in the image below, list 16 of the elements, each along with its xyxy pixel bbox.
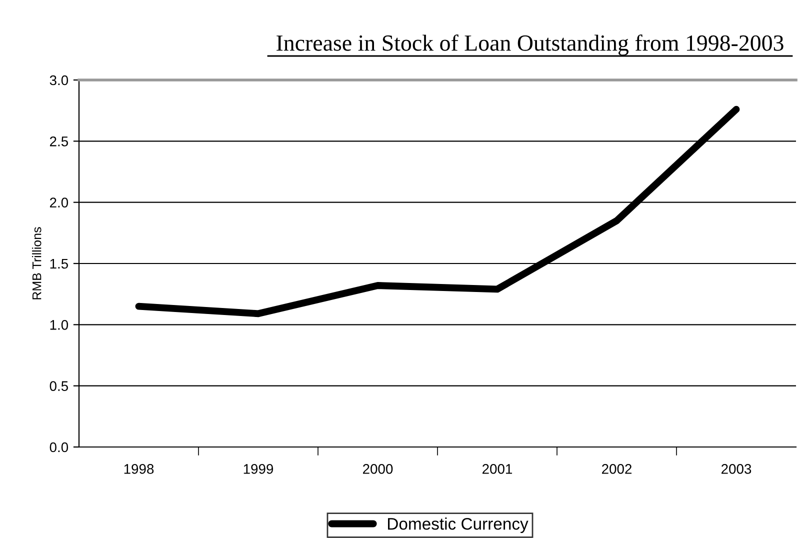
x-tick-label: 1998	[124, 464, 154, 474]
y-tick-label: 0.5	[50, 381, 68, 392]
y-tick-label: 2.0	[50, 198, 68, 208]
y-axis-title: RMB Trillions	[32, 227, 42, 300]
y-tick-label: 0.0	[50, 442, 68, 452]
chart-title: Increase in Stock of Loan Outstanding from 1998-2003	[276, 34, 784, 56]
x-tick-label: 2000	[363, 464, 393, 474]
x-tick-label: 2003	[722, 464, 752, 474]
y-tick-label: 3.0	[50, 75, 68, 86]
x-tick-label: 2002	[602, 464, 632, 474]
x-tick-label: 2001	[482, 464, 512, 474]
y-tick-label: 1.5	[50, 258, 68, 269]
x-tick-label: 1999	[244, 464, 274, 474]
y-tick-label: 1.0	[50, 320, 68, 330]
y-tick-label: 2.5	[50, 136, 68, 146]
legend-label: Domestic Currency	[388, 518, 528, 534]
